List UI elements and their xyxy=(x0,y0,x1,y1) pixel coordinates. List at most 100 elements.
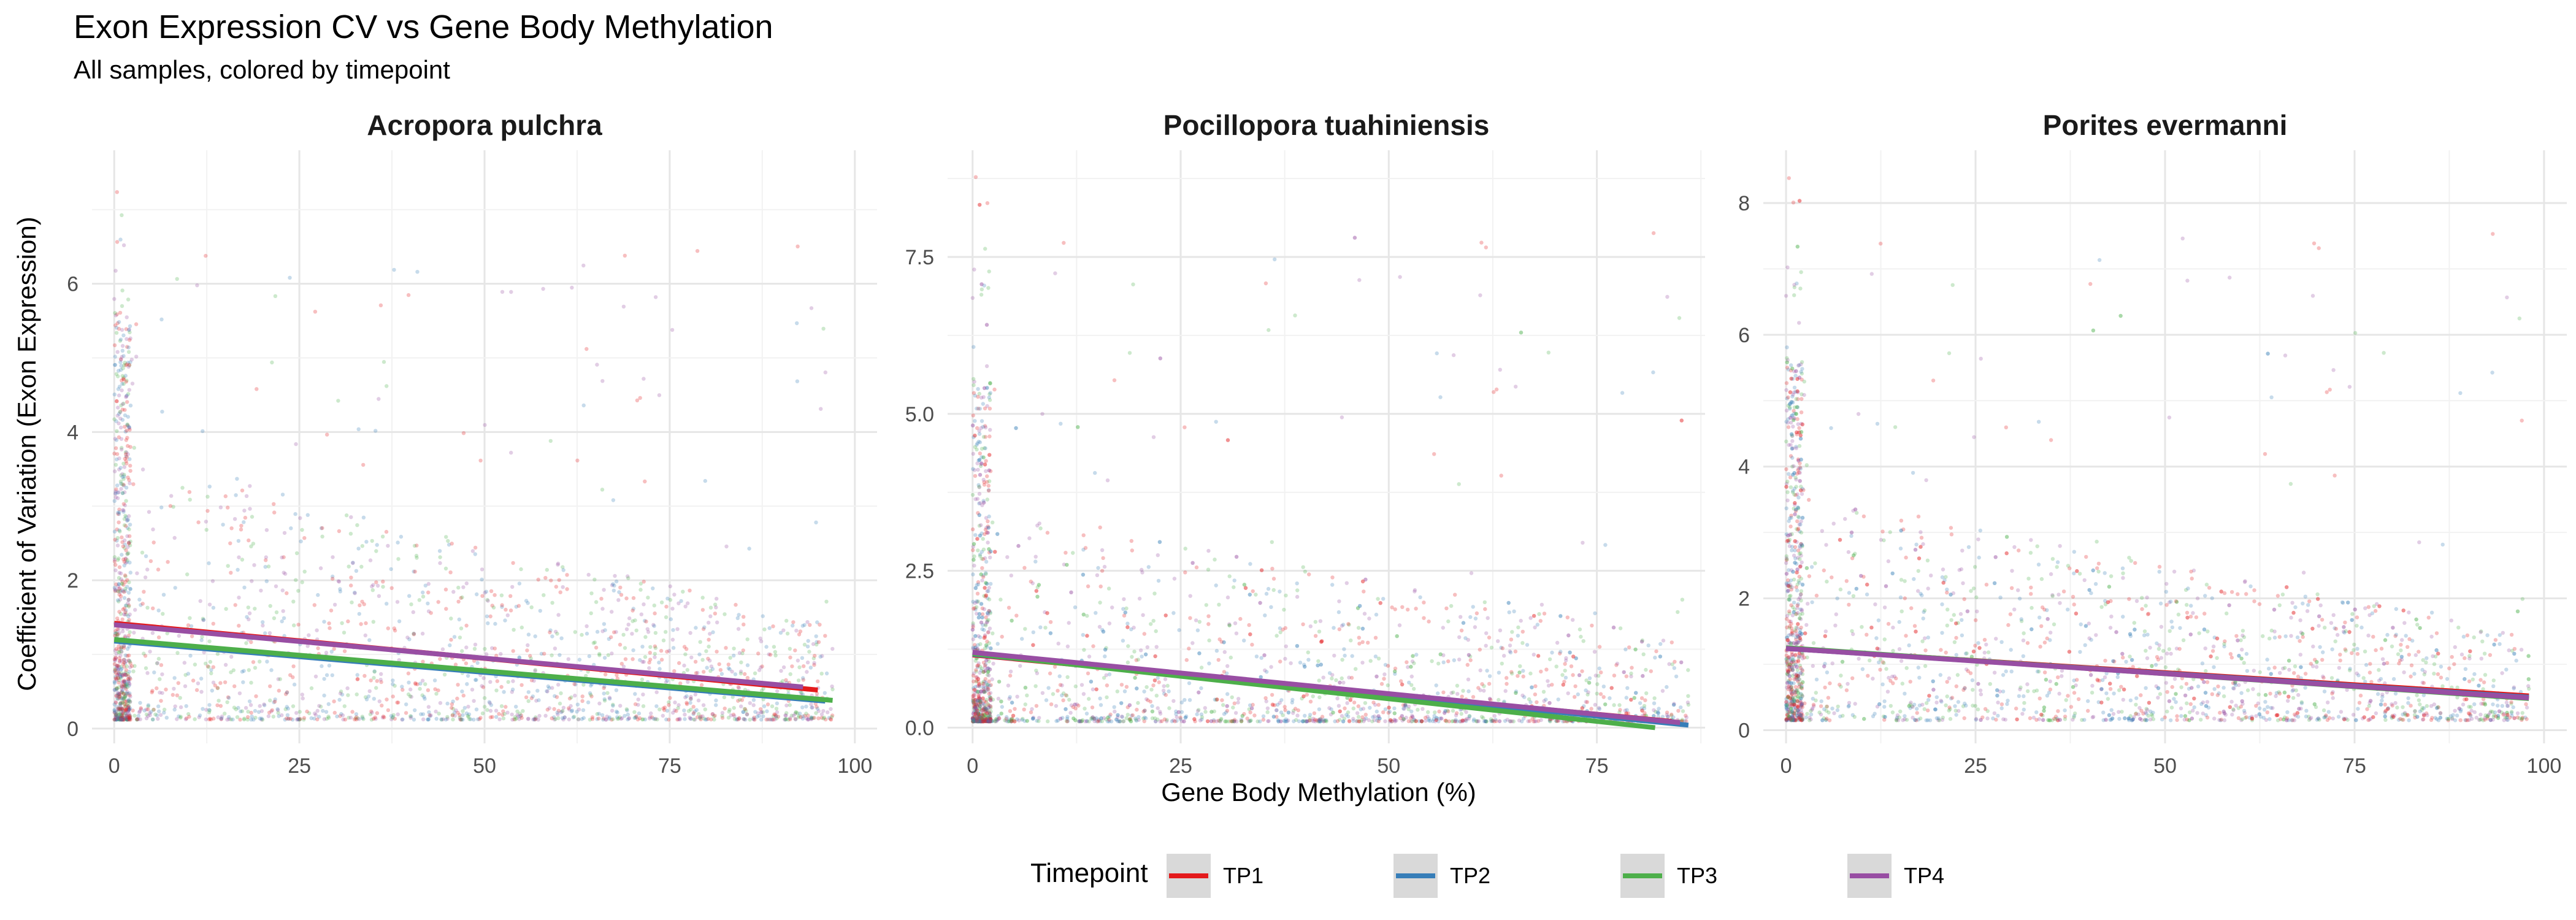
data-point xyxy=(682,645,687,649)
data-point xyxy=(1229,655,1233,660)
data-point xyxy=(268,698,272,703)
data-point xyxy=(775,689,780,693)
data-point xyxy=(1527,697,1531,702)
data-point xyxy=(700,596,705,600)
data-point xyxy=(1422,600,1426,605)
data-point xyxy=(114,713,118,718)
data-point xyxy=(128,713,132,718)
data-point xyxy=(122,680,126,684)
data-point xyxy=(984,323,989,327)
data-point xyxy=(155,686,159,691)
data-point xyxy=(795,244,800,248)
data-point xyxy=(740,698,745,702)
data-point xyxy=(970,527,975,532)
data-point xyxy=(1183,425,1187,429)
data-point xyxy=(602,716,606,721)
data-point xyxy=(118,692,122,697)
data-point xyxy=(288,716,293,721)
data-point xyxy=(973,533,978,537)
data-point xyxy=(783,713,788,718)
data-point xyxy=(381,715,386,719)
data-point xyxy=(295,718,299,722)
data-point xyxy=(384,529,389,534)
data-point xyxy=(1271,703,1275,707)
data-point xyxy=(526,601,530,605)
data-point xyxy=(806,638,810,643)
data-point xyxy=(983,663,987,668)
data-point xyxy=(526,717,531,721)
scatter-points xyxy=(112,190,835,722)
data-point xyxy=(390,716,395,720)
data-point xyxy=(543,713,548,718)
data-point xyxy=(124,438,128,442)
data-point xyxy=(1481,716,1485,720)
data-point xyxy=(986,630,991,634)
data-point xyxy=(709,717,713,722)
data-point xyxy=(1000,705,1005,709)
data-point xyxy=(125,518,129,523)
data-point xyxy=(1081,692,1086,696)
data-point xyxy=(1247,623,1251,627)
data-point xyxy=(726,662,731,667)
data-point xyxy=(618,585,623,590)
data-point xyxy=(554,695,559,699)
data-point xyxy=(752,715,756,720)
data-point xyxy=(253,708,258,713)
data-point xyxy=(1528,671,1533,676)
data-point xyxy=(121,673,125,678)
data-point xyxy=(984,643,989,648)
data-point xyxy=(380,534,385,539)
data-point xyxy=(1387,710,1392,714)
data-point xyxy=(1340,657,1344,662)
data-point xyxy=(1098,600,1102,605)
data-point xyxy=(1038,526,1043,531)
data-point xyxy=(1105,683,1110,688)
data-point xyxy=(244,494,249,498)
data-point xyxy=(634,628,638,633)
data-point xyxy=(1449,604,1454,608)
data-point xyxy=(1152,678,1157,683)
data-point xyxy=(448,570,453,575)
data-point xyxy=(1392,711,1397,716)
data-point xyxy=(713,602,718,607)
data-point xyxy=(793,717,798,721)
data-point xyxy=(434,691,439,696)
data-point xyxy=(124,452,128,456)
data-point xyxy=(987,586,991,590)
data-point xyxy=(138,717,142,722)
data-point xyxy=(717,662,721,667)
data-point xyxy=(459,626,464,631)
data-point xyxy=(229,654,234,659)
data-point xyxy=(490,604,494,608)
data-point xyxy=(127,542,131,546)
data-point xyxy=(123,653,128,657)
data-point xyxy=(112,451,117,456)
data-point xyxy=(600,713,605,718)
data-point xyxy=(1436,691,1440,696)
data-point xyxy=(144,716,149,721)
data-point xyxy=(1195,628,1200,632)
data-point xyxy=(975,708,979,713)
data-point xyxy=(701,703,706,707)
data-point xyxy=(370,588,375,592)
data-point xyxy=(146,704,150,708)
data-point xyxy=(125,551,129,556)
data-point xyxy=(711,630,715,635)
data-point xyxy=(605,691,610,696)
data-point xyxy=(1520,641,1525,645)
data-point xyxy=(988,555,992,560)
data-point xyxy=(1242,638,1246,643)
data-point xyxy=(120,582,125,586)
data-point xyxy=(1359,707,1363,711)
data-point xyxy=(247,611,252,616)
data-point xyxy=(632,716,637,720)
data-point xyxy=(302,569,307,574)
data-point xyxy=(198,599,202,604)
data-point xyxy=(1151,435,1156,439)
data-point xyxy=(116,584,120,589)
data-point xyxy=(1194,618,1198,623)
x-tick-label: 25 xyxy=(288,754,311,778)
data-point xyxy=(286,716,291,721)
data-point xyxy=(1269,665,1273,669)
